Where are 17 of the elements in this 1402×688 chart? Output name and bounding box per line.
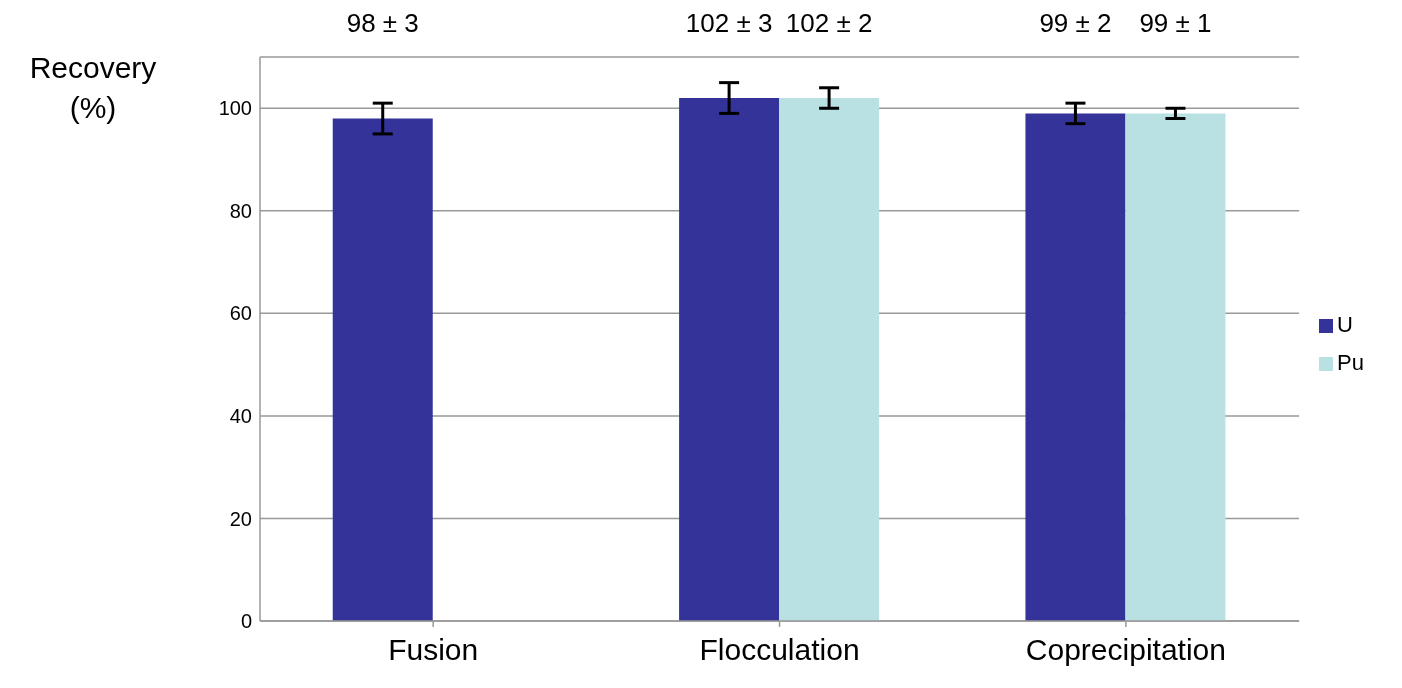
legend-label: Pu <box>1337 350 1364 375</box>
data-label: 98 ± 3 <box>346 8 419 38</box>
legend-label: U <box>1337 312 1353 337</box>
y-tick-label: 80 <box>229 199 252 222</box>
y-tick-label: 20 <box>229 507 252 530</box>
data-label: 102 ± 2 <box>785 8 873 38</box>
y-axis-title: Recovery (%) <box>29 51 157 124</box>
data-label: 99 ± 2 <box>1039 8 1112 38</box>
y-tick-label: 100 <box>218 97 252 120</box>
y-tick-label: 40 <box>229 405 252 428</box>
y-tick-label: 60 <box>229 302 252 325</box>
data-label: 99 ± 1 <box>1139 8 1212 38</box>
x-tick-label: Coprecipitation <box>1025 633 1226 667</box>
data-label: 102 ± 3 <box>685 8 773 38</box>
x-tick-label: Flocculation <box>699 633 860 667</box>
x-tick-label: Fusion <box>388 633 479 667</box>
y-tick-label: 0 <box>240 610 252 633</box>
